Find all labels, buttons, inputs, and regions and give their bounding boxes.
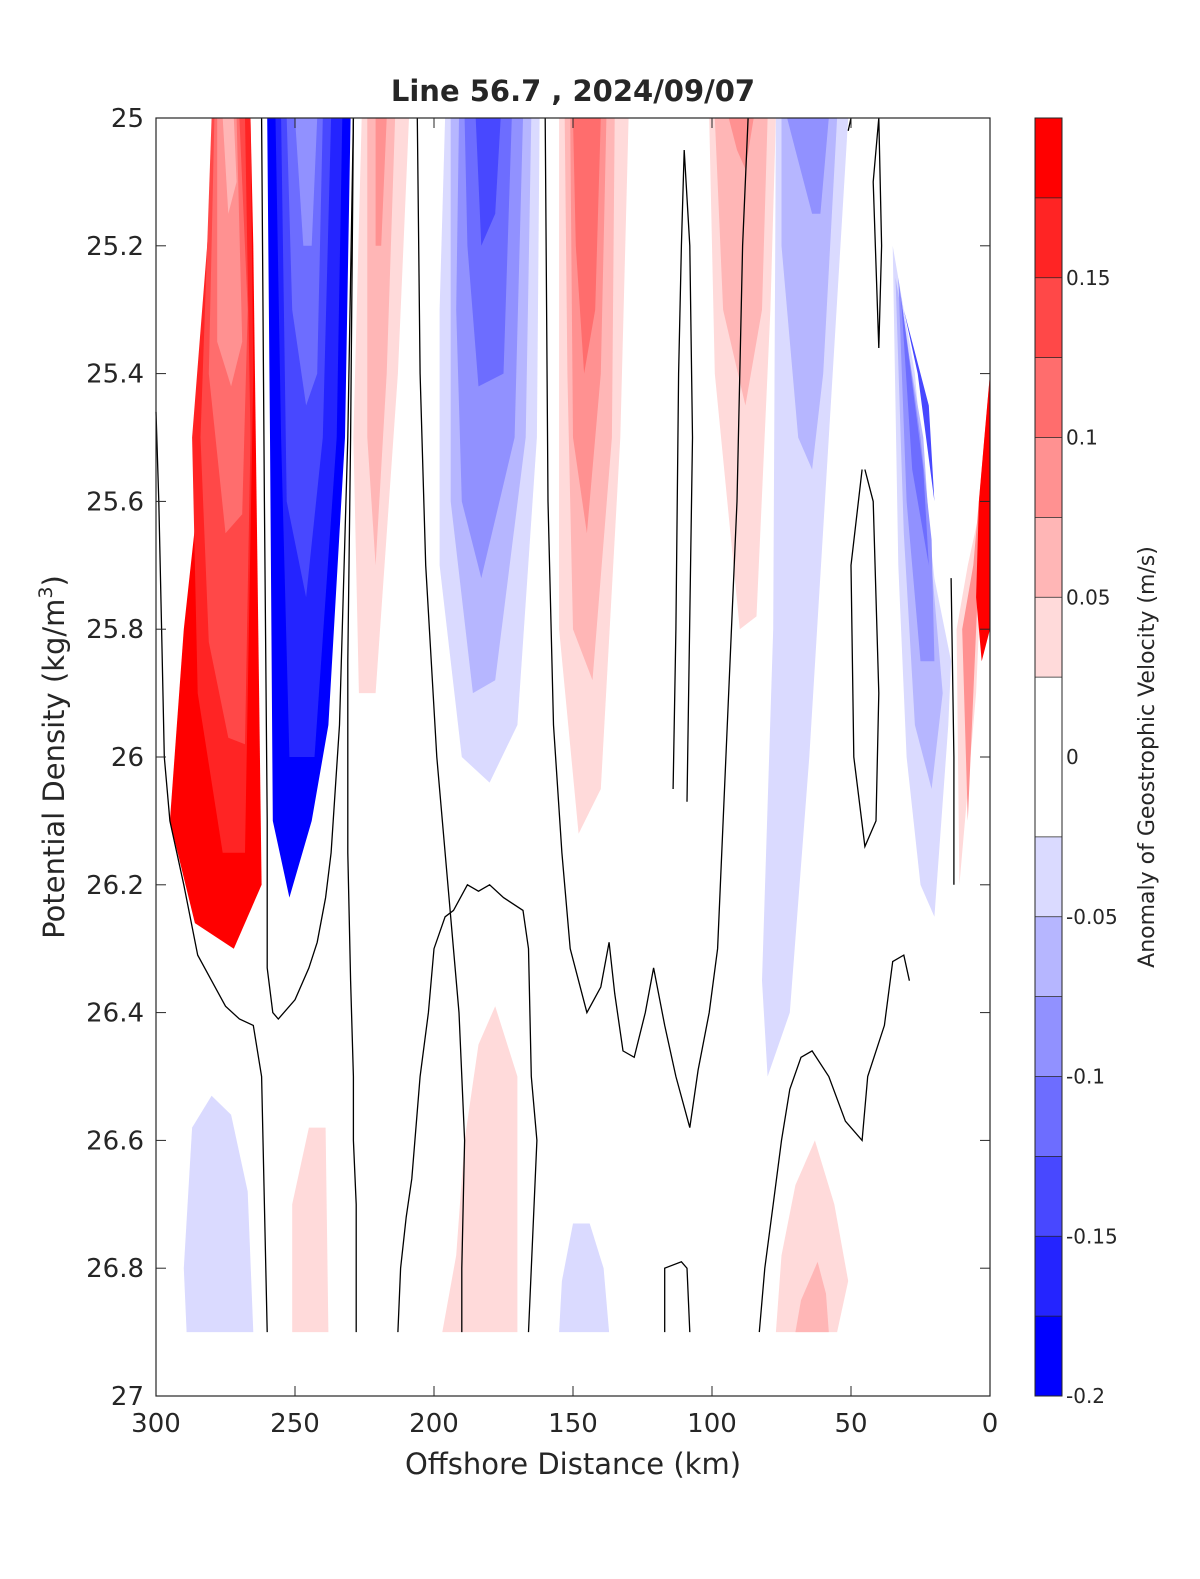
x-tick-label: 300	[131, 1409, 181, 1439]
plot-area: 300 250 200 150 100 50 0 2525.225.425.625.8262…	[86, 104, 998, 1439]
contour-band-core-280-5	[222, 118, 237, 214]
x-axis-label: Offshore Distance (km)	[405, 1447, 741, 1481]
contour-band-deep-280-37	[183, 1095, 254, 1333]
colorbar-label: Anomaly of Geostrophic Velocity (m/s)	[1135, 546, 1160, 968]
y-axis-label-text: Potential Density (kg/m	[37, 599, 71, 939]
y-tick-label: 27	[111, 1382, 144, 1412]
y-axis-label-superscript: 3	[35, 586, 57, 598]
colorbar-tick-label: 0.1	[1066, 426, 1098, 450]
x-tick-label: 0	[982, 1409, 999, 1439]
colorbar-swatch	[1035, 836, 1062, 917]
colorbar-frame	[1034, 117, 1063, 1397]
x-tick-label: 150	[548, 1409, 598, 1439]
y-tick-label: 26.8	[86, 1254, 144, 1284]
y-tick-label: 26.6	[86, 1126, 144, 1156]
colorbar-tick-label: 0	[1066, 745, 1079, 769]
x-tick-label: 50	[834, 1409, 867, 1439]
colorbar: -0.2 -0.15 -0.1 -0.05 0 0.05 0.1 0.15 Anomaly o…	[1034, 117, 1160, 1408]
y-axis-ticks: 25 25.2 25.4 25.6 25.8 26 26.2 26.4 26.6 26.8 27	[86, 104, 990, 1412]
y-tick-label: 25.6	[86, 487, 144, 517]
contour-band-deep-245-38	[292, 1127, 329, 1333]
y-tick-label: 26.2	[86, 871, 144, 901]
contour-band-core-220-13	[375, 118, 387, 246]
contour-band-core-220-12	[367, 118, 396, 566]
contour-band-deep-60-41	[775, 1140, 849, 1333]
colorbar-tick-label: -0.2	[1066, 1384, 1105, 1408]
colorbar-ticks: -0.2 -0.15 -0.1 -0.05 0 0.05 0.1 0.15	[1066, 266, 1118, 1408]
x-tick-label: 100	[687, 1409, 737, 1439]
contour-band-core-60-27	[781, 118, 838, 470]
contour-band-core-180-18	[475, 118, 501, 246]
zero-contour-line-12	[950, 578, 955, 885]
zero-contour-line-3	[347, 117, 357, 1333]
colorbar-swatch	[1035, 677, 1062, 837]
zero-contour-line-6	[664, 1261, 691, 1333]
zero-contour-line-11	[850, 469, 880, 849]
colorbar-tick-label: 0.05	[1066, 585, 1111, 609]
contour-band-core-245-10	[295, 118, 318, 246]
zero-contour-line-5	[397, 883, 538, 1333]
contour-band-core-25-32	[901, 296, 929, 566]
y-tick-label: 25.8	[86, 615, 144, 645]
colorbar-swatch	[1035, 996, 1062, 1077]
colorbar-tick-label: -0.05	[1066, 905, 1118, 929]
contour-band-core-60-26	[762, 118, 849, 1077]
contour-band-deep-185-39	[442, 1006, 518, 1333]
colorbar-swatch	[1035, 1156, 1062, 1237]
y-tick-label: 25.4	[86, 360, 144, 390]
colorbar-swatch	[1035, 357, 1062, 438]
contour-band-core-5-36	[976, 373, 990, 662]
zero-contour-line-10	[872, 117, 883, 349]
colorbar-swatch	[1035, 1316, 1062, 1396]
zero-contour-line-8	[758, 954, 911, 1333]
contour-band-core-145-22	[573, 118, 601, 374]
contour-fills	[169, 118, 990, 1333]
colorbar-tick-label: -0.15	[1066, 1224, 1118, 1248]
colorbar-swatch	[1035, 1236, 1062, 1317]
contour-band-deep-145-40	[559, 1223, 610, 1333]
contour-band-core-180-17	[464, 118, 512, 387]
x-tick-label: 200	[409, 1409, 459, 1439]
zero-contour-line-4	[544, 117, 749, 1128]
colorbar-swatch	[1035, 1076, 1062, 1157]
colorbar-swatch	[1035, 277, 1062, 358]
y-tick-label: 26.4	[86, 999, 144, 1029]
colorbar-tick-label: 0.15	[1066, 266, 1111, 290]
x-tick-label: 250	[270, 1409, 320, 1439]
contour-band-core-25-33	[903, 309, 935, 502]
y-tick-label: 26	[111, 743, 144, 773]
colorbar-swatch	[1035, 437, 1062, 518]
colorbar-swatch	[1035, 916, 1062, 997]
contour-band-core-60-28	[787, 118, 829, 214]
y-tick-label: 25.2	[86, 232, 144, 262]
colorbar-swatch	[1035, 597, 1062, 678]
zero-contours	[155, 117, 955, 1333]
y-tick-label: 25	[111, 104, 144, 134]
chart-title: Line 56.7 , 2024/09/07	[391, 74, 755, 108]
y-axis-label-close: )	[37, 575, 71, 586]
contour-band-core-280-4	[217, 118, 243, 387]
zero-contour-line-7	[672, 149, 694, 802]
contour-band-deep-60-42	[795, 1261, 829, 1333]
colorbar-tick-label: -0.1	[1066, 1065, 1105, 1089]
colorbar-swatch	[1035, 197, 1062, 278]
zero-contour-line-2	[416, 117, 466, 1333]
x-axis-ticks: 300 250 200 150 100 50 0	[131, 118, 998, 1439]
colorbar-swatches	[1035, 117, 1062, 1397]
colorbar-swatch	[1035, 517, 1062, 598]
zero-contour-line-1	[260, 117, 355, 1020]
colorbar-swatch	[1035, 118, 1062, 198]
contour-band-core-90-24	[714, 118, 768, 406]
y-axis-label: Potential Density (kg/m3)	[35, 575, 71, 939]
